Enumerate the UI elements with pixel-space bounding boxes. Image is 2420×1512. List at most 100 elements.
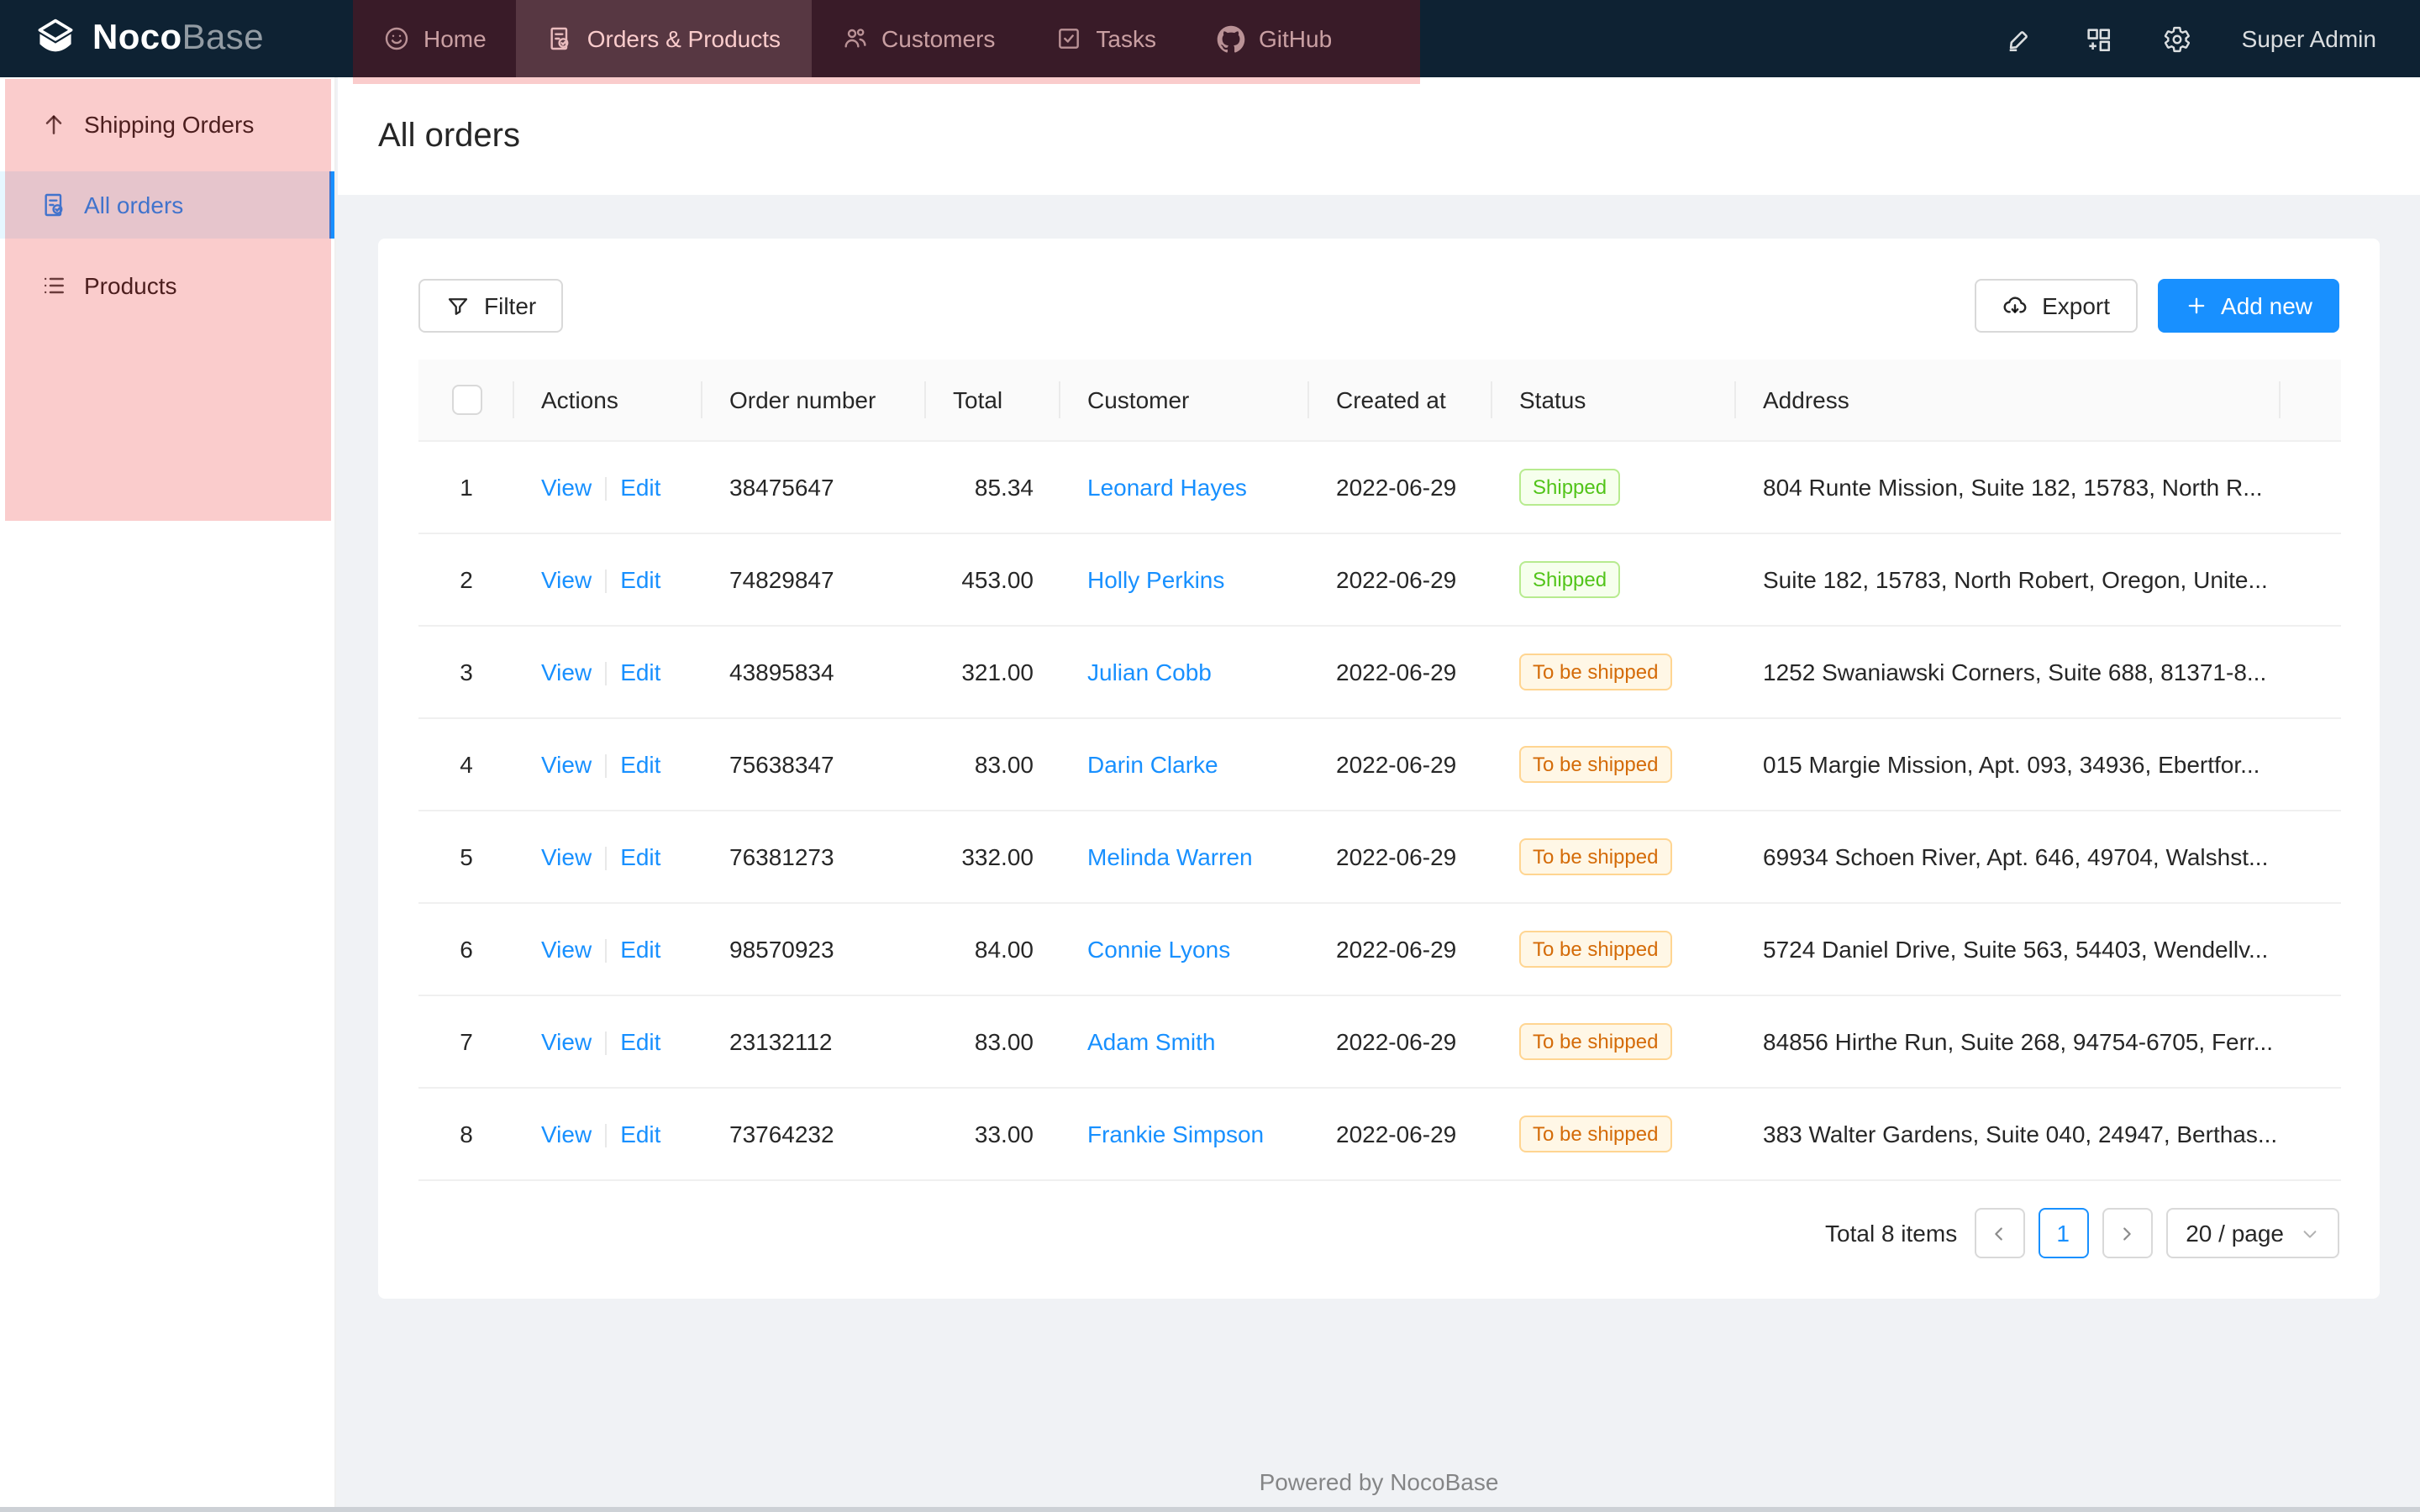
pagination-total: Total 8 items (1825, 1220, 1958, 1247)
customer-link[interactable]: Frankie Simpson (1087, 1121, 1265, 1148)
add-new-button[interactable]: Add new (2157, 279, 2339, 333)
table-row: 7 View Edit 23132112 83.00 Adam Smith 2022-06-… (418, 995, 2341, 1089)
view-link[interactable]: View (541, 1028, 592, 1056)
view-link[interactable]: View (541, 474, 592, 501)
sidebar-item-label: All orders (84, 192, 184, 218)
action-divider (605, 939, 608, 963)
plus-icon (2184, 294, 2207, 318)
highlighter-icon[interactable] (2005, 24, 2033, 53)
column-header-spacer (2281, 360, 2341, 443)
tab-github[interactable]: GitHub (1186, 0, 1362, 77)
customer-link[interactable]: Connie Lyons (1087, 936, 1231, 963)
address-cell: Suite 182, 15783, North Robert, Oregon, … (1736, 533, 2281, 627)
column-header-customer: Customer (1060, 360, 1309, 443)
address-cell: 84856 Hirthe Run, Suite 268, 94754-6705,… (1736, 995, 2281, 1089)
order-number-cell: 74829847 (702, 533, 926, 627)
toolbar-right: Export Add new (1975, 279, 2339, 333)
sidebar-item-shipping-orders[interactable]: Shipping Orders (0, 91, 334, 158)
spacer-cell (2281, 718, 2341, 812)
export-button[interactable]: Export (1975, 279, 2138, 333)
customer-link[interactable]: Holly Perkins (1087, 566, 1225, 594)
view-link[interactable]: View (541, 751, 592, 779)
select-all-checkbox[interactable] (451, 385, 481, 416)
column-header-select (418, 360, 514, 443)
status-badge: To be shipped (1519, 746, 1672, 784)
status-cell: To be shipped (1492, 626, 1736, 720)
actions-cell: View Edit (514, 1088, 702, 1182)
page-1-button[interactable]: 1 (2038, 1208, 2089, 1259)
check-square-icon (1055, 25, 1082, 52)
tab-tasks[interactable]: Tasks (1025, 0, 1186, 77)
total-cell: 33.00 (926, 1088, 1060, 1182)
tab-label: Home (424, 25, 487, 52)
column-header-status: Status (1492, 360, 1736, 443)
sidebar-item-products[interactable]: Products (0, 252, 334, 319)
prev-page-button[interactable] (1974, 1208, 2025, 1259)
view-link[interactable]: View (541, 936, 592, 963)
column-header-actions: Actions (514, 360, 702, 443)
created-at-cell: 2022-06-29 (1309, 811, 1492, 905)
team-icon (841, 25, 868, 52)
user-menu[interactable]: Super Admin (2241, 25, 2376, 52)
settings-icon[interactable] (2163, 24, 2191, 53)
tab-label: Orders & Products (587, 25, 781, 52)
view-link[interactable]: View (541, 659, 592, 686)
status-cell: To be shipped (1492, 995, 1736, 1089)
table-row: 4 View Edit 75638347 83.00 Darin Clarke 2022-0… (418, 718, 2341, 812)
powered-by-footer: Powered by NocoBase (1259, 1468, 1499, 1495)
action-divider (605, 847, 608, 871)
customer-link[interactable]: Julian Cobb (1087, 659, 1212, 686)
order-number-cell: 98570923 (702, 903, 926, 997)
page-header: All orders (338, 77, 2420, 195)
edit-link[interactable]: Edit (620, 566, 661, 594)
customer-link[interactable]: Leonard Hayes (1087, 474, 1247, 501)
tab-home[interactable]: Home (353, 0, 517, 77)
filter-button[interactable]: Filter (418, 279, 564, 333)
next-page-button[interactable] (2102, 1208, 2153, 1259)
edit-link[interactable]: Edit (620, 751, 661, 779)
edit-link[interactable]: Edit (620, 474, 661, 501)
total-cell: 83.00 (926, 995, 1060, 1089)
actions-cell: View Edit (514, 441, 702, 535)
action-divider (605, 477, 608, 501)
edit-link[interactable]: Edit (620, 843, 661, 871)
customer-link[interactable]: Adam Smith (1087, 1028, 1216, 1056)
address-cell: 69934 Schoen River, Apt. 646, 49704, Wal… (1736, 811, 2281, 905)
action-divider (605, 570, 608, 594)
column-header-order-number: Order number (702, 360, 926, 443)
created-at-cell: 2022-06-29 (1309, 995, 1492, 1089)
created-at-cell: 2022-06-29 (1309, 441, 1492, 535)
view-link[interactable]: View (541, 1121, 592, 1148)
appstore-add-icon[interactable] (2084, 24, 2112, 53)
tab-orders-products[interactable]: Orders & Products (516, 0, 812, 77)
customer-link[interactable]: Melinda Warren (1087, 843, 1253, 871)
table-row: 1 View Edit 38475647 85.34 Leonard Hayes 2022-… (418, 441, 2341, 535)
created-at-cell: 2022-06-29 (1309, 1088, 1492, 1182)
tab-label: Tasks (1096, 25, 1156, 52)
address-cell: 015 Margie Mission, Apt. 093, 34936, Ebe… (1736, 718, 2281, 812)
edit-link[interactable]: Edit (620, 659, 661, 686)
logo-text: NocoBase (92, 18, 264, 57)
top-navbar: NocoBase Home (0, 0, 2420, 77)
status-cell: To be shipped (1492, 903, 1736, 997)
action-divider (605, 1124, 608, 1148)
edit-link[interactable]: Edit (620, 1028, 661, 1056)
edit-link[interactable]: Edit (620, 1121, 661, 1148)
edit-link[interactable]: Edit (620, 936, 661, 963)
total-cell: 321.00 (926, 626, 1060, 720)
status-badge: To be shipped (1519, 931, 1672, 969)
view-link[interactable]: View (541, 566, 592, 594)
sidebar-item-all-orders[interactable]: All orders (0, 171, 334, 239)
actions-cell: View Edit (514, 718, 702, 812)
nocobase-logo[interactable]: NocoBase (0, 0, 353, 77)
total-cell: 332.00 (926, 811, 1060, 905)
tab-customers[interactable]: Customers (811, 0, 1025, 77)
status-badge: To be shipped (1519, 654, 1672, 691)
filter-icon (445, 293, 471, 318)
page-size-select[interactable]: 20 / page (2165, 1208, 2339, 1259)
address-cell: 804 Runte Mission, Suite 182, 15783, Nor… (1736, 441, 2281, 535)
column-header-address: Address (1736, 360, 2281, 443)
customer-link[interactable]: Darin Clarke (1087, 751, 1218, 779)
view-link[interactable]: View (541, 843, 592, 871)
spacer-cell (2281, 533, 2341, 627)
